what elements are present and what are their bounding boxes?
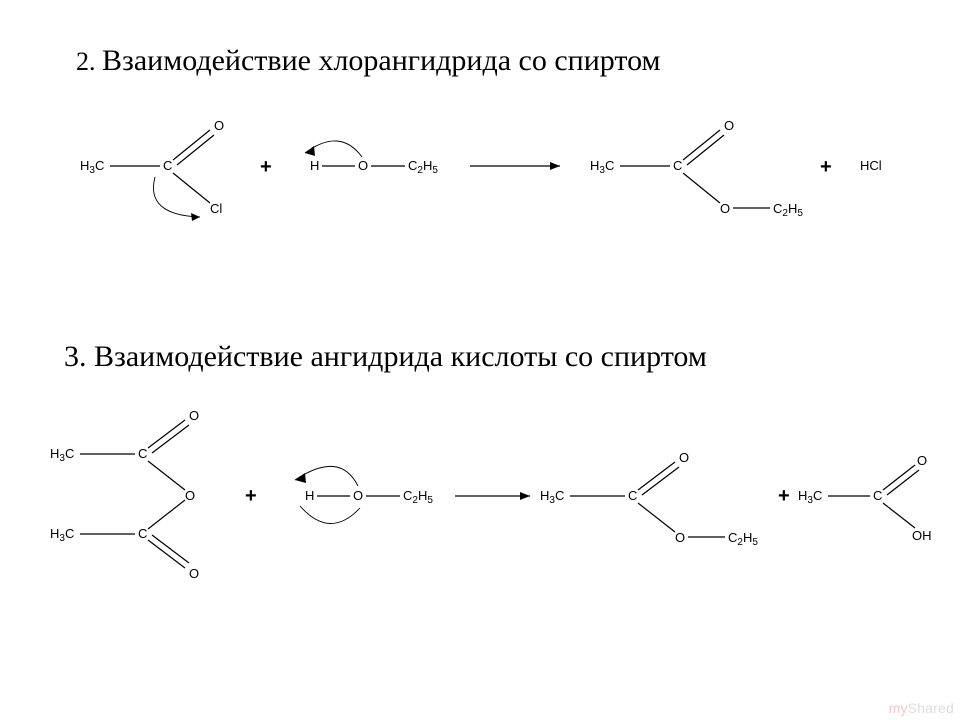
ethanol-1: H O C2H5: [305, 141, 438, 176]
reaction-arrow-1: [470, 162, 560, 170]
plus-2: +: [820, 156, 832, 178]
heading-2: 2. Взаимодействие хлорангидрида со спирт…: [76, 44, 661, 78]
hcl-label: HCl: [860, 158, 882, 173]
svg-text:H3C: H3C: [540, 488, 564, 506]
svg-text:O: O: [679, 450, 689, 465]
svg-text:O: O: [720, 201, 730, 216]
heading-3-text: 3. Взаимодействие ангидрида кислоты со с…: [64, 340, 707, 373]
svg-text:C: C: [138, 446, 147, 461]
watermark-shared: Shared: [908, 700, 954, 716]
plus-3: +: [245, 485, 257, 507]
ethyl-acetate-1: H3C C O O C2H5: [590, 118, 803, 219]
svg-text:H3C: H3C: [50, 526, 74, 544]
svg-text:C2H5: C2H5: [403, 488, 433, 506]
svg-text:C: C: [628, 488, 637, 503]
svg-text:OH: OH: [912, 528, 932, 543]
acetyl-chloride: H3C C O Cl: [80, 118, 224, 221]
reaction-2: H3C C O O C O H3C + H O C2H5: [40, 410, 940, 610]
ethyl-acetate-2: H3C C O O C2H5: [540, 450, 758, 548]
svg-text:H3C: H3C: [798, 488, 822, 506]
svg-text:H3C: H3C: [590, 158, 614, 176]
svg-text:H: H: [305, 488, 314, 503]
plus-1: +: [260, 156, 272, 178]
svg-text:C: C: [138, 526, 147, 541]
svg-text:C: C: [163, 158, 172, 173]
svg-text:C2H5: C2H5: [773, 201, 803, 219]
watermark-my: my: [889, 700, 908, 716]
svg-text:C2H5: C2H5: [408, 158, 438, 176]
reaction-arrow-2: [455, 492, 530, 500]
svg-text:O: O: [675, 530, 685, 545]
svg-text:O: O: [185, 488, 195, 503]
heading-2-text: Взаимодействие хлорангидрида со спиртом: [102, 44, 661, 77]
svg-text:O: O: [189, 410, 199, 423]
svg-text:O: O: [724, 118, 734, 133]
plus-4: +: [778, 485, 790, 507]
svg-text:C2H5: C2H5: [728, 530, 758, 548]
svg-text:O: O: [917, 453, 927, 468]
acetic-acid: H3C C O OH: [798, 453, 932, 543]
svg-text:O: O: [358, 158, 368, 173]
acetic-anhydride: H3C C O O C O H3C: [50, 410, 199, 581]
svg-text:C: C: [673, 158, 682, 173]
svg-text:H3C: H3C: [80, 158, 104, 176]
ethanol-2: H O C2H5: [295, 466, 433, 523]
watermark: myShared: [889, 700, 954, 716]
svg-text:O: O: [214, 118, 224, 133]
heading-2-prefix: 2.: [76, 47, 102, 76]
svg-text:C: C: [873, 488, 882, 503]
svg-text:H: H: [310, 158, 319, 173]
svg-text:O: O: [189, 566, 199, 581]
svg-text:Cl: Cl: [210, 201, 222, 216]
reaction-1: H3C C O Cl + H O C2H5: [60, 115, 900, 265]
heading-3: 3. Взаимодействие ангидрида кислоты со с…: [64, 340, 707, 374]
svg-text:H3C: H3C: [50, 446, 74, 464]
svg-text:O: O: [353, 488, 363, 503]
